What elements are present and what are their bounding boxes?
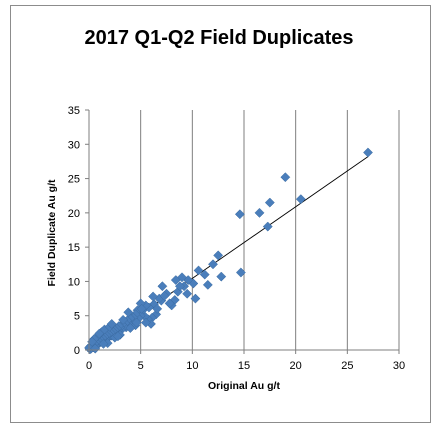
data-point [254,207,265,218]
x-tick-label: 5 [138,360,144,372]
data-point [152,303,163,314]
data-point [262,221,273,232]
data-point [193,265,204,276]
data-point [174,281,185,292]
data-point [190,293,201,304]
data-point [280,172,291,183]
data-point [123,307,134,318]
data-point [112,331,123,342]
x-axis-label: Original Au g/t [208,380,280,392]
data-point [148,291,159,302]
y-tick-label: 5 [74,311,80,323]
gridlines [140,110,400,350]
data-point [131,317,142,328]
data-point [295,194,306,205]
x-tick-label: 20 [290,360,302,372]
data-point [182,288,193,299]
data-point [90,343,101,354]
data-point [264,197,275,208]
tick-labels: 0 5 10 15 20 25 30 0 5 10 15 20 25 30 35 [68,105,405,372]
data-points [84,147,373,355]
x-tick-label: 15 [238,360,250,372]
axes [85,109,400,354]
y-tick-label: 15 [68,242,80,254]
x-tick-label: 0 [86,360,92,372]
scatter-chart: 2017 Q1-Q2 Field Duplicates 0 5 10 15 20 25 30… [46,27,405,392]
data-point [106,318,117,329]
data-point [208,259,218,270]
y-tick-label: 0 [74,345,80,357]
data-point [202,279,213,290]
y-tick-label: 10 [68,276,80,288]
chart-frame: 2017 Q1-Q2 Field Duplicates 0 5 10 15 20 25 30… [10,5,431,423]
y-tick-label: 25 [68,174,80,186]
x-tick-label: 10 [186,360,198,372]
data-point [125,323,136,334]
y-tick-label: 20 [68,208,80,220]
data-point [213,250,224,261]
data-point [136,303,147,314]
chart-title: 2017 Q1-Q2 Field Duplicates [85,27,354,49]
data-point [363,147,373,158]
data-point [234,209,245,220]
y-axis-label: Field Duplicate Au g/t [46,179,58,286]
data-point [157,281,168,292]
data-point [118,314,129,325]
x-tick-label: 30 [393,360,405,372]
data-point [164,298,175,309]
data-point [140,317,151,328]
data-point [159,290,170,301]
y-tick-label: 30 [68,139,80,151]
data-point [94,328,105,339]
data-point [98,338,109,349]
data-point [199,269,210,280]
y-tick-label: 35 [68,105,80,117]
data-point [216,271,227,282]
data-point [235,267,246,278]
x-tick-label: 25 [341,360,353,372]
data-point [170,275,181,286]
